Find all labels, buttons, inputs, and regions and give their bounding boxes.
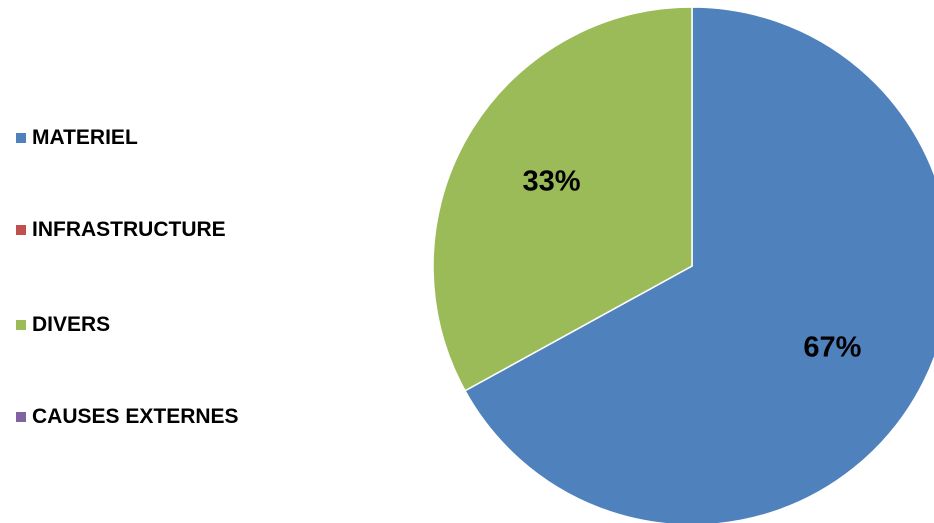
legend-label-divers: DIVERS [32, 313, 111, 336]
legend-label-infrastructure: INFRASTRUCTURE [32, 218, 226, 241]
legend-swatch-infrastructure [16, 224, 26, 235]
legend-item-materiel: MATERIEL [16, 127, 138, 148]
pie-labels: 67% 33% [523, 166, 862, 364]
legend-item-causes-externes: CAUSES EXTERNES [16, 406, 239, 427]
legend-item-infrastructure: INFRASTRUCTURE [16, 219, 226, 240]
pie-slices [432, 6, 934, 523]
pie-slice-materiel [464, 6, 934, 523]
pie-slice-divers [432, 6, 693, 392]
legend-label-materiel: MATERIEL [32, 126, 138, 149]
pie-label-divers: 33% [523, 166, 581, 198]
pie-label-materiel: 67% [803, 332, 861, 364]
legend-label-causes-externes: CAUSES EXTERNES [32, 405, 239, 428]
legend-item-divers: DIVERS [16, 314, 110, 335]
legend-swatch-causes-externes [16, 411, 26, 422]
legend-swatch-materiel [16, 132, 26, 143]
legend-swatch-divers [16, 319, 26, 330]
